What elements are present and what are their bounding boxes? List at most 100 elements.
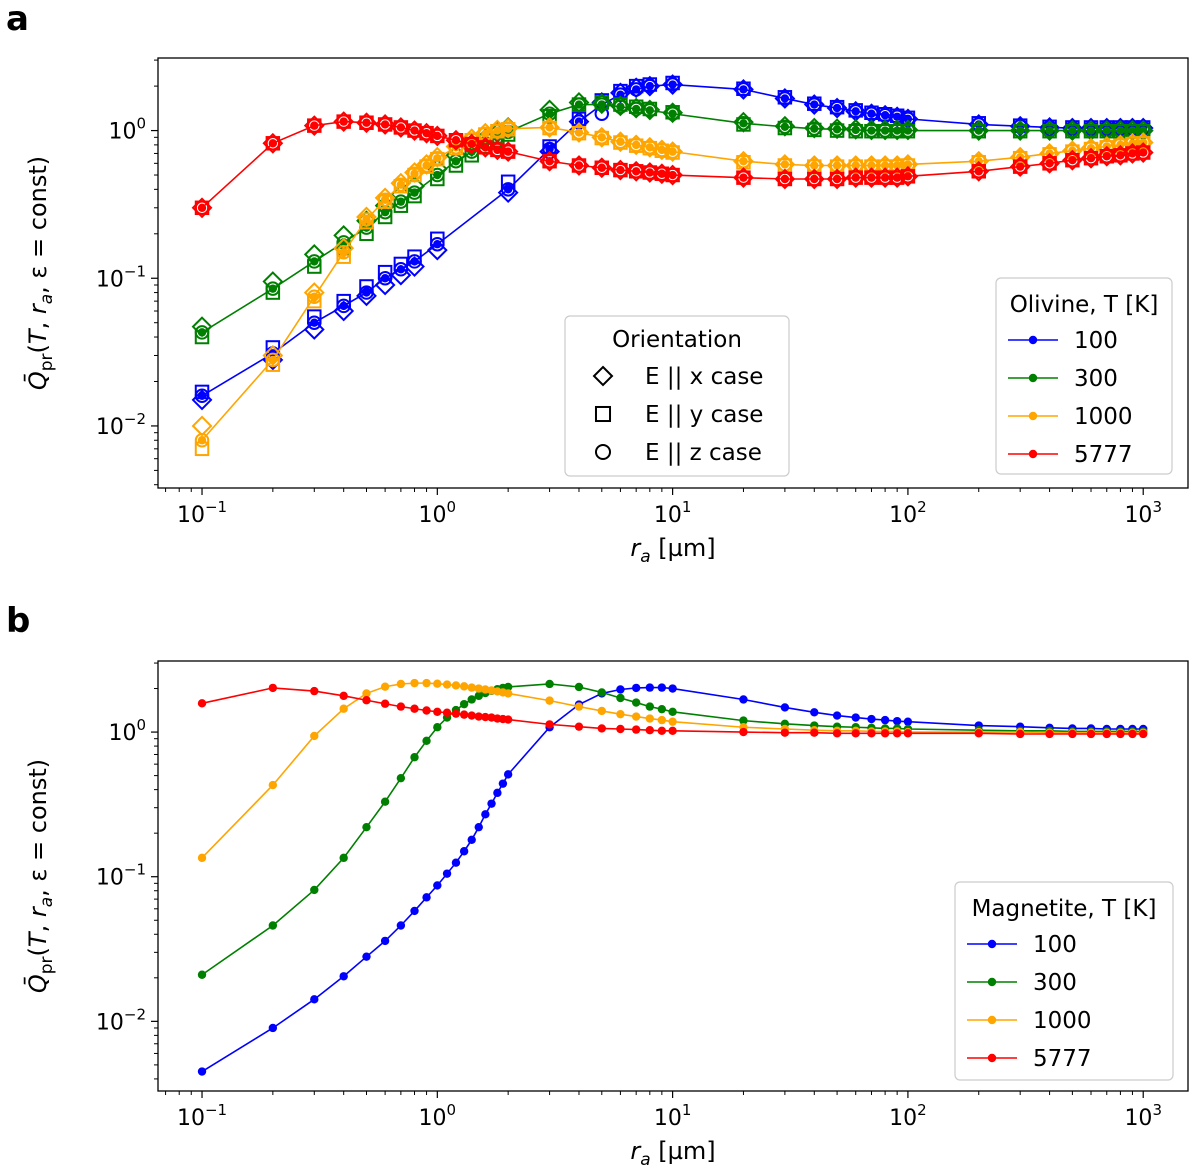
data-point [545, 157, 554, 166]
marker-z-case [490, 123, 505, 138]
data-point [396, 773, 406, 783]
marker-y-case [500, 174, 516, 190]
tick-exponent: −1 [124, 861, 146, 879]
y-tick-label: 10−2 [96, 1005, 146, 1035]
data-point [362, 822, 371, 832]
data-point [481, 810, 490, 819]
tick-base: 10 [108, 120, 136, 145]
data-point [903, 729, 913, 738]
marker-y-case [430, 171, 445, 187]
marker-z-case [430, 150, 445, 166]
panel-label: a [6, 0, 29, 39]
tick-base: 10 [108, 721, 136, 746]
marker-y-case [377, 209, 393, 225]
y-label-paren: ( [24, 947, 52, 956]
data-point [459, 699, 469, 709]
tick-exponent: 3 [1152, 498, 1162, 516]
data-point [810, 161, 819, 170]
marker-x-case [262, 271, 284, 292]
legend-marker-1000 [987, 1015, 997, 1025]
x-label-units: [µm] [651, 534, 716, 562]
tick-exponent: 1 [682, 1101, 692, 1119]
marker-z-case [829, 171, 845, 187]
orientation-legend: Orientation E || x case E || y case E || z … [564, 315, 790, 477]
legend-marker-1000 [1028, 411, 1038, 421]
data-point [668, 80, 677, 89]
marker-y-case [448, 158, 464, 173]
data-point [810, 708, 819, 717]
tick-exponent: 0 [447, 498, 457, 516]
marker-z-case [407, 166, 422, 181]
data-point [380, 936, 390, 946]
data-point [574, 100, 584, 109]
data-point [442, 708, 452, 717]
marker-y-case [194, 384, 210, 400]
data-point [410, 169, 419, 178]
marker-z-case [307, 118, 322, 133]
y-label-subscript: pr [37, 353, 57, 371]
x-tick-label: 10−1 [177, 498, 227, 528]
series-5777 [197, 683, 1148, 739]
data-point [422, 736, 431, 746]
legend-box [954, 881, 1174, 1081]
data-point [1015, 162, 1025, 171]
marker-z-case [393, 120, 409, 135]
legend-label-1000: 1000 [1074, 404, 1133, 430]
marker-z-case [864, 123, 879, 138]
data-point [832, 729, 842, 738]
marker-z-case [807, 121, 822, 136]
data-point [442, 869, 452, 878]
y-tick-label: 100 [108, 115, 146, 145]
marker-z-case [665, 144, 680, 159]
tick-exponent: 0 [136, 716, 146, 734]
marker-y-case [336, 293, 351, 309]
data-point [810, 100, 819, 109]
orientation-marker-diamond [592, 365, 614, 387]
x-tick-label: 10−1 [177, 1101, 227, 1131]
legend-marker-100 [1028, 335, 1038, 345]
data-point [503, 682, 513, 692]
data-point [657, 715, 667, 725]
marker-z-case [500, 144, 516, 159]
data-point [459, 682, 469, 691]
legend-label-5777: 5777 [1033, 1046, 1092, 1072]
data-point [459, 710, 469, 719]
tick-exponent: 2 [917, 1101, 927, 1119]
data-point [668, 726, 677, 736]
y-label-symbol: Q̄ [23, 371, 52, 390]
x-tick-label: 103 [1124, 1101, 1162, 1131]
data-point [631, 712, 641, 721]
data-point [574, 682, 584, 692]
marker-y-case [265, 357, 281, 372]
marker-z-case [777, 119, 793, 135]
legend-label-1000: 1000 [1033, 1008, 1092, 1034]
marker-z-case [807, 171, 822, 187]
y-label-r-subscript: a [37, 294, 57, 304]
y-label-r: r [24, 905, 52, 917]
data-point [197, 203, 207, 212]
marker-z-case [265, 281, 281, 296]
data-point [832, 174, 842, 184]
legend-marker-300 [987, 977, 997, 987]
marker-z-case [829, 100, 845, 116]
data-point [410, 678, 419, 688]
marker-z-case [377, 271, 393, 286]
legend-label-5777: 5777 [1074, 442, 1133, 468]
tick-exponent: −2 [124, 410, 146, 428]
data-point [362, 118, 371, 127]
y-label-arg: T [24, 327, 52, 344]
marker-z-case [307, 254, 322, 269]
x-tick-label: 102 [889, 498, 927, 528]
data-point [832, 103, 842, 113]
data-point [339, 704, 348, 713]
y-tick-label: 10−1 [96, 861, 146, 891]
marker-y-case [377, 264, 393, 280]
marker-z-case [1042, 156, 1057, 171]
data-point [668, 109, 677, 118]
data-point [851, 713, 860, 722]
data-point [433, 707, 442, 717]
marker-y-case [265, 285, 281, 300]
marker-z-case [359, 115, 374, 130]
orientation-label-square: E || y case [645, 402, 763, 428]
data-point [631, 104, 641, 114]
